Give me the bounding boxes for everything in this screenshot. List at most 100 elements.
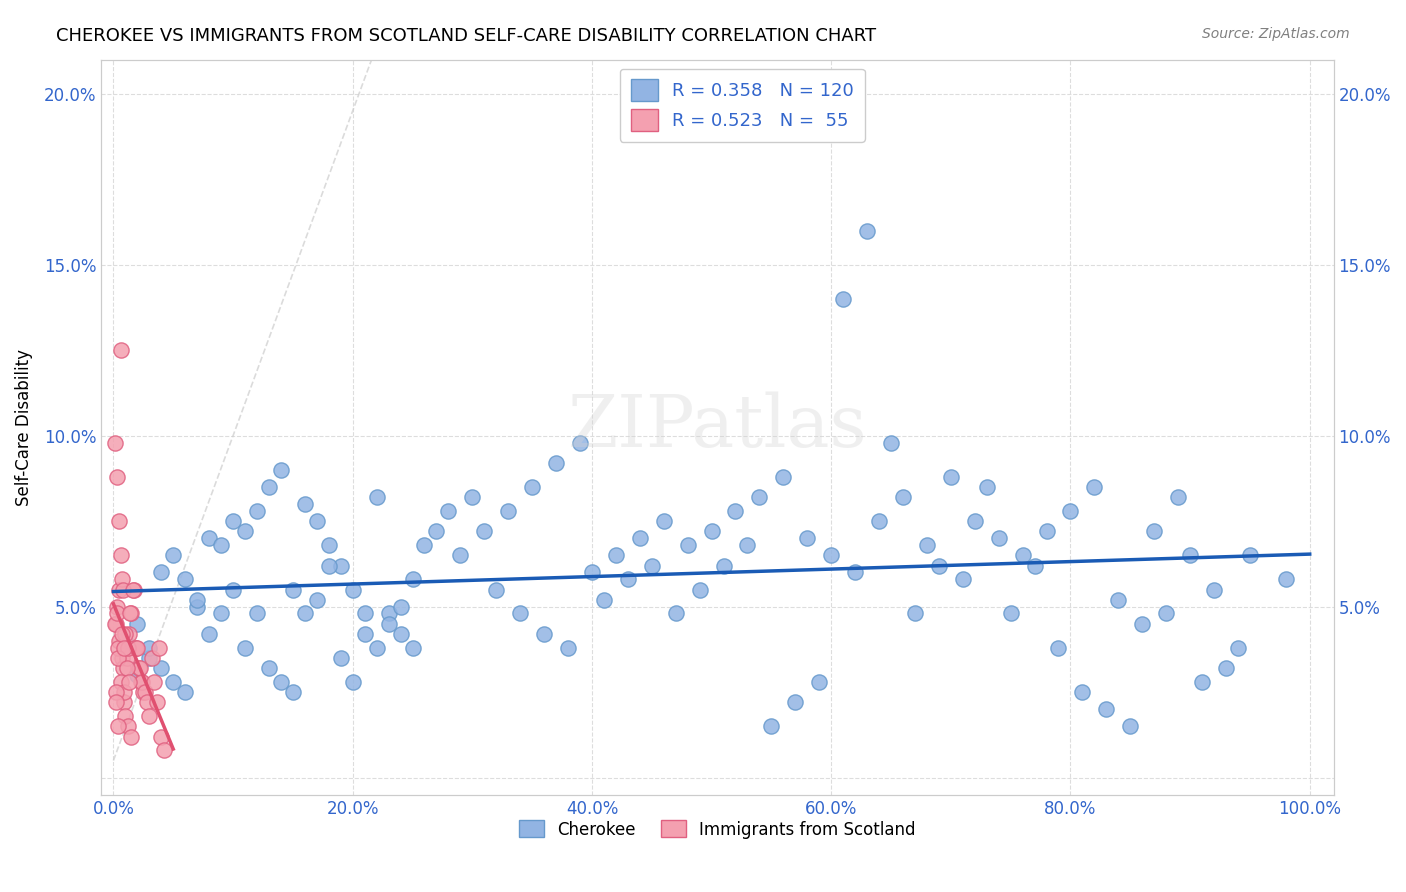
Point [329,651,352,665]
Point [129,674,152,689]
Point [748,490,770,504]
Point [1239,549,1261,563]
Point [318,538,340,552]
Point [233,640,256,655]
Point [449,549,471,563]
Point [105,599,128,614]
Point [1215,661,1237,675]
Point [246,607,269,621]
Point [114,709,136,723]
Point [186,599,208,614]
Point [1024,558,1046,573]
Point [401,572,423,586]
Y-axis label: Self-Care Disability: Self-Care Disability [15,349,32,506]
Point [1226,640,1249,655]
Point [366,490,388,504]
Point [700,524,723,539]
Point [1143,524,1166,539]
Point [1191,674,1213,689]
Point [111,627,134,641]
Point [472,524,495,539]
Point [353,607,375,621]
Point [761,719,783,733]
Point [127,640,149,655]
Point [105,607,128,621]
Point [270,463,292,477]
Point [117,719,139,733]
Point [520,480,543,494]
Point [108,514,131,528]
Point [128,661,150,675]
Point [641,558,664,573]
Point [1154,607,1177,621]
Point [904,607,927,621]
Point [713,558,735,573]
Point [915,538,938,552]
Point [1000,607,1022,621]
Point [1083,480,1105,494]
Point [120,730,142,744]
Legend: Cherokee, Immigrants from Scotland: Cherokee, Immigrants from Scotland [513,814,922,846]
Point [104,695,127,709]
Point [104,616,127,631]
Point [117,640,139,655]
Point [617,572,640,586]
Point [461,490,484,504]
Point [1047,640,1070,655]
Point [246,504,269,518]
Point [1035,524,1057,539]
Point [832,292,855,306]
Point [198,627,221,641]
Point [127,616,149,631]
Point [1178,549,1201,563]
Point [318,558,340,573]
Point [342,582,364,597]
Point [118,674,141,689]
Point [342,674,364,689]
Point [131,674,153,689]
Point [110,674,132,689]
Point [724,504,747,518]
Point [222,514,245,528]
Point [174,685,197,699]
Point [138,709,160,723]
Point [496,504,519,518]
Point [107,651,129,665]
Point [569,435,592,450]
Point [134,685,156,699]
Point [150,566,173,580]
Point [114,633,136,648]
Point [122,582,145,597]
Text: CHEROKEE VS IMMIGRANTS FROM SCOTLAND SELF-CARE DISABILITY CORRELATION CHART: CHEROKEE VS IMMIGRANTS FROM SCOTLAND SEL… [56,27,876,45]
Point [174,572,197,586]
Point [128,661,150,675]
Point [125,640,148,655]
Point [121,582,143,597]
Point [1071,685,1094,699]
Point [413,538,436,552]
Point [143,674,166,689]
Point [689,582,711,597]
Point [891,490,914,504]
Point [437,504,460,518]
Point [162,549,184,563]
Point [111,661,134,675]
Point [107,719,129,733]
Point [124,640,146,655]
Point [233,524,256,539]
Point [737,538,759,552]
Point [136,695,159,709]
Point [112,695,135,709]
Point [1107,592,1129,607]
Point [186,592,208,607]
Point [1119,719,1142,733]
Point [132,685,155,699]
Point [880,435,903,450]
Point [108,582,131,597]
Point [485,582,508,597]
Point [115,651,138,665]
Point [1095,702,1118,716]
Point [150,661,173,675]
Point [796,531,818,545]
Point [1130,616,1153,631]
